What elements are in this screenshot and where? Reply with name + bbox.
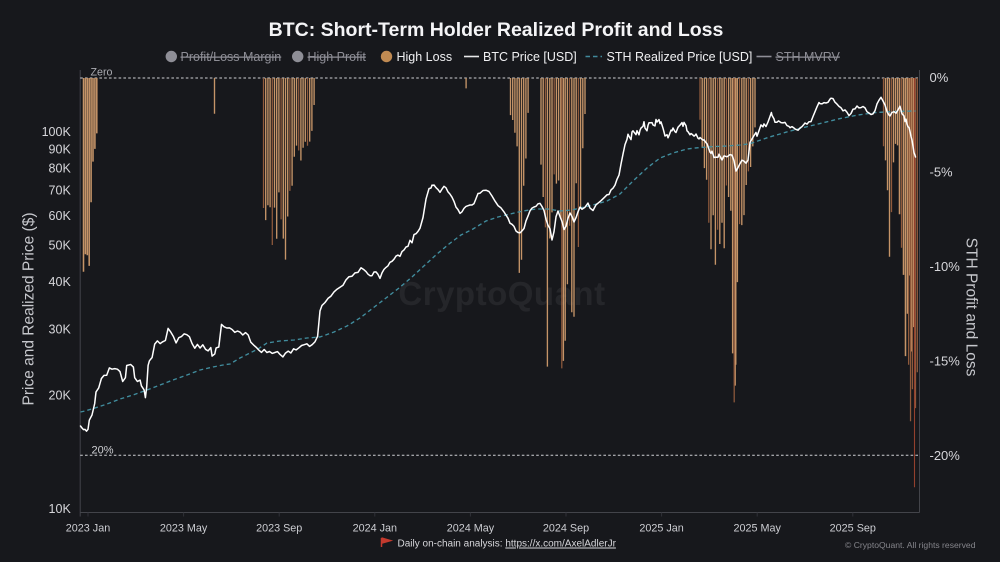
svg-text:-20%: -20% (930, 448, 961, 463)
svg-text:2023 Sep: 2023 Sep (256, 523, 302, 535)
svg-text:Daily on-chain analysis: https: Daily on-chain analysis: https://x.com/A… (398, 539, 617, 550)
svg-text:STH Realized Price [USD]: STH Realized Price [USD] (607, 50, 753, 64)
svg-text:2025 May: 2025 May (733, 523, 781, 535)
svg-text:10K: 10K (49, 502, 72, 516)
svg-text:Profit/Loss Margin: Profit/Loss Margin (181, 50, 282, 64)
svg-text:2025 Sep: 2025 Sep (830, 523, 876, 535)
svg-text:BTC: Short-Term Holder Realize: BTC: Short-Term Holder Realized Profit a… (269, 19, 724, 41)
svg-text:100K: 100K (42, 125, 72, 139)
svg-text:20K: 20K (49, 389, 72, 403)
svg-text:STH Profit and Loss: STH Profit and Loss (963, 238, 980, 377)
svg-text:2024 May: 2024 May (447, 523, 495, 535)
svg-text:90K: 90K (49, 142, 72, 156)
svg-text:20%: 20% (92, 445, 114, 457)
svg-text:-10%: -10% (930, 259, 961, 274)
svg-text:80K: 80K (49, 162, 72, 176)
svg-text:Zero: Zero (91, 66, 113, 78)
svg-text:30K: 30K (49, 322, 72, 336)
svg-text:-15%: -15% (930, 353, 961, 368)
svg-text:40K: 40K (49, 275, 72, 289)
svg-text:STH MVRV: STH MVRV (776, 50, 841, 64)
svg-text:2024 Sep: 2024 Sep (543, 523, 589, 535)
svg-text:0%: 0% (930, 70, 949, 85)
svg-text:BTC Price [USD]: BTC Price [USD] (483, 50, 577, 64)
svg-text:2023 Jan: 2023 Jan (66, 523, 110, 535)
svg-text:2024 Jan: 2024 Jan (353, 523, 397, 535)
svg-text:70K: 70K (49, 184, 72, 198)
svg-text:Price and Realized Price ($): Price and Realized Price ($) (21, 213, 38, 406)
svg-text:High Profit: High Profit (308, 50, 367, 64)
svg-text:-5%: -5% (930, 165, 954, 180)
svg-text:60K: 60K (49, 209, 72, 223)
svg-text:50K: 50K (49, 239, 72, 253)
svg-text:High Loss: High Loss (397, 50, 453, 64)
svg-text:CryptoQuant: CryptoQuant (398, 275, 605, 312)
svg-text:2025 Jan: 2025 Jan (639, 523, 683, 535)
svg-text:© CryptoQuant. All rights rese: © CryptoQuant. All rights reserved (845, 540, 976, 550)
svg-text:2023 May: 2023 May (160, 523, 208, 535)
